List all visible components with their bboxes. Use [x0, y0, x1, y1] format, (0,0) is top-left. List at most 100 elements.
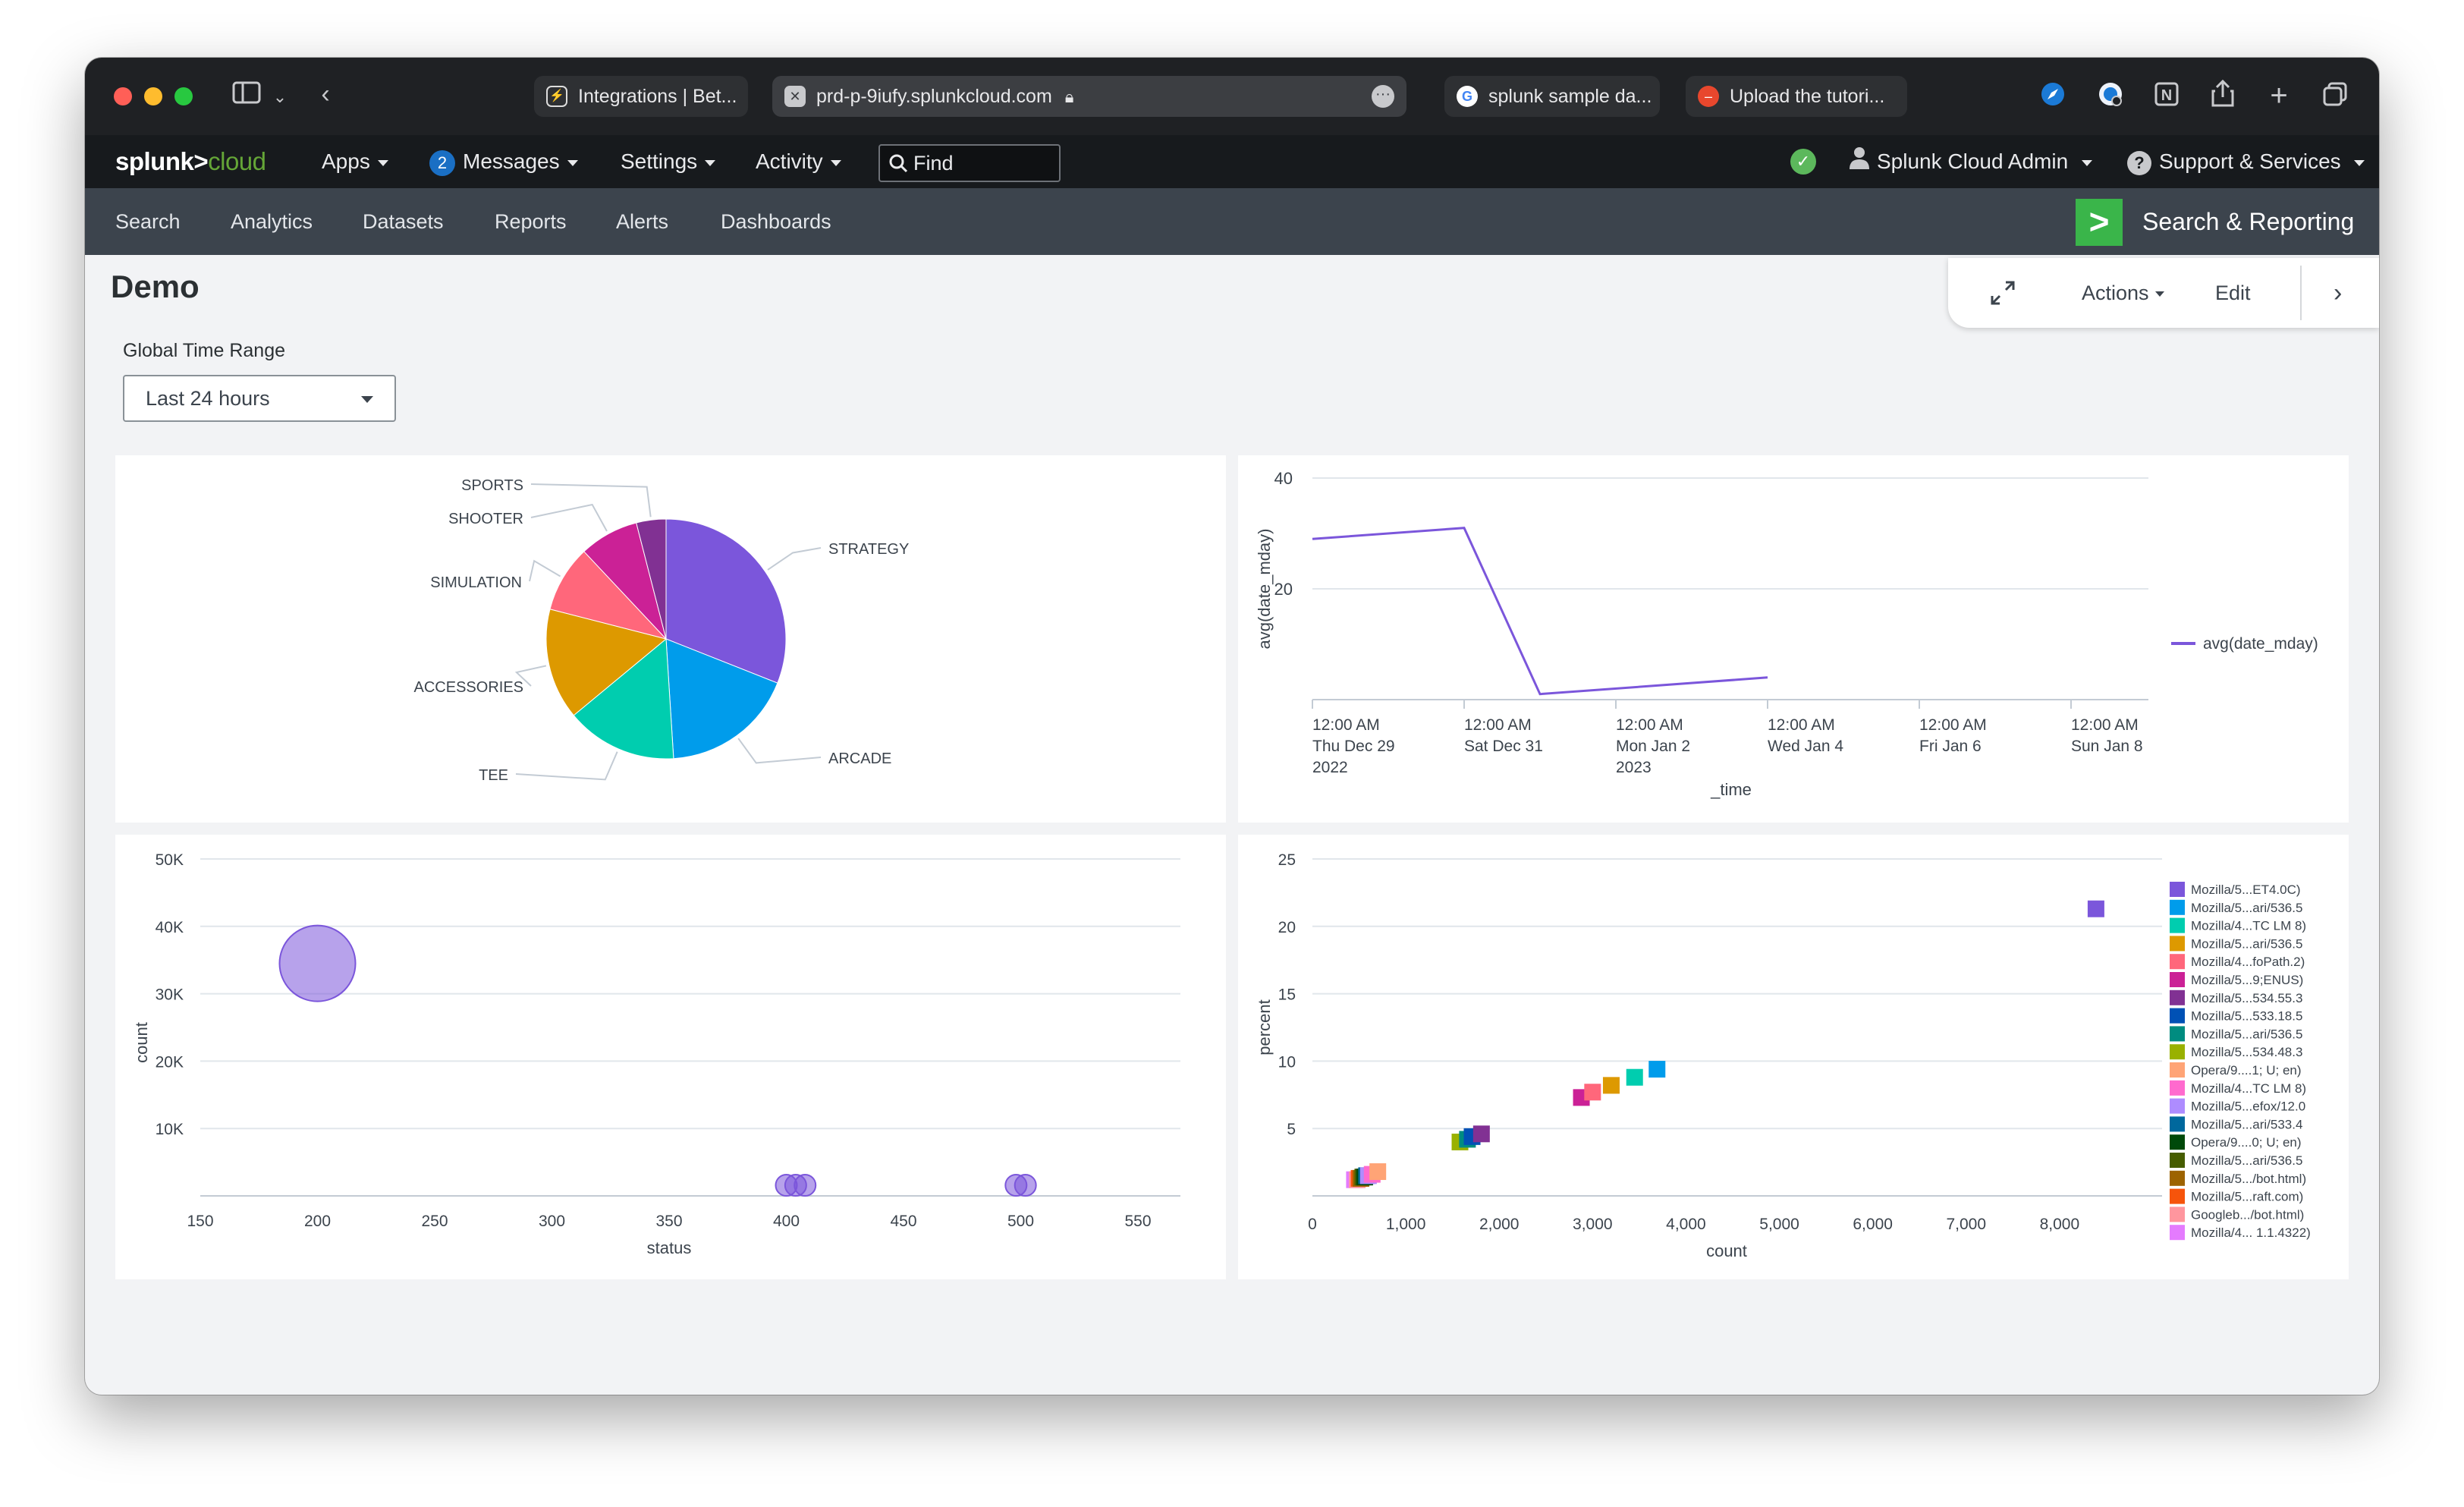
- y-tick-label: 20: [1274, 580, 1293, 599]
- share-icon[interactable]: [2208, 79, 2238, 115]
- bubble-chart-panel: 10K 20K 30K 40K 50K 150 200 250 300 350 400 450 500 5…: [115, 835, 1226, 1279]
- notion-icon[interactable]: N: [2151, 80, 2182, 115]
- chevron-down-icon[interactable]: ⌄: [272, 87, 288, 106]
- user-label: Splunk Cloud Admin: [1877, 149, 2069, 173]
- scatter-point: [1626, 1068, 1643, 1086]
- nav-dashboards[interactable]: Dashboards: [721, 210, 831, 233]
- find-input[interactable]: Find: [878, 144, 1061, 182]
- pie-slice: [573, 637, 674, 760]
- nav-analytics[interactable]: Analytics: [231, 210, 313, 233]
- close-icon[interactable]: ✕: [784, 86, 806, 107]
- logo-text: splunk>: [115, 147, 209, 175]
- splunk-logo[interactable]: splunk>cloud: [115, 144, 266, 179]
- browser-titlebar: ⌄ ‹ ⚡ Integrations | Bet... ✕ prd-p-9iuf…: [85, 58, 2379, 135]
- messages-label: Messages: [463, 149, 560, 173]
- legend-label: Mozilla/5...ari/536.5: [2191, 901, 2302, 915]
- messages-menu[interactable]: 2 Messages: [429, 135, 578, 188]
- legend-swatch: [2170, 1080, 2185, 1096]
- y-axis-title: avg(date_mday): [1255, 529, 1274, 650]
- dashboard-title: Demo: [111, 269, 200, 304]
- back-arrow-icon[interactable]: ‹: [321, 80, 330, 109]
- x-tick-label: 12:00 AM: [1464, 716, 1532, 734]
- legend-swatch: [2170, 882, 2185, 897]
- legend-swatch: [2170, 1207, 2185, 1222]
- x-tick-label: 12:00 AM: [2071, 716, 2139, 734]
- svg-text:N: N: [2161, 87, 2172, 104]
- x-axis-title: _time: [1710, 780, 1752, 799]
- legend-swatch: [2170, 1008, 2185, 1024]
- x-tick-label: 5,000: [1759, 1216, 1799, 1233]
- dashboard-actions-bar: Actions Edit ›: [1948, 258, 2379, 328]
- legend-label: Mozilla/4...TC LM 8): [2191, 919, 2306, 933]
- settings-menu[interactable]: Settings: [621, 135, 715, 188]
- tab-splunkcloud[interactable]: ✕ prd-p-9iufy.splunkcloud.com 🔒︎ ···: [772, 76, 1406, 117]
- nav-alerts[interactable]: Alerts: [616, 210, 669, 233]
- x-tick-label: 7,000: [1946, 1216, 1986, 1233]
- scatter-point: [1648, 1061, 1666, 1078]
- legend-swatch: [2170, 1134, 2185, 1150]
- y-tick-label: 20K: [156, 1053, 184, 1071]
- legend-swatch: [2170, 1098, 2185, 1114]
- nav-datasets[interactable]: Datasets: [363, 210, 444, 233]
- apps-menu[interactable]: Apps: [322, 135, 388, 188]
- support-label: Support & Services: [2159, 149, 2341, 173]
- x-tick-label: 150: [187, 1213, 213, 1230]
- password-icon[interactable]: [2095, 80, 2126, 115]
- splunk-top-bar: splunk>cloud Apps 2 Messages Settings Act…: [85, 135, 2379, 188]
- x-tick-label: 300: [539, 1213, 565, 1230]
- nav-reports[interactable]: Reports: [495, 210, 567, 233]
- legend-label: Mozilla/5...534.55.3: [2191, 991, 2302, 1005]
- messages-count-badge: 2: [429, 149, 455, 176]
- new-tab-icon[interactable]: +: [2270, 79, 2288, 112]
- pie-label: SHOOTER: [448, 511, 523, 527]
- nav-search[interactable]: Search: [115, 210, 181, 233]
- x-tick-label: 3,000: [1573, 1216, 1613, 1233]
- find-placeholder: Find: [913, 152, 954, 175]
- user-menu[interactable]: Splunk Cloud Admin: [1848, 135, 2092, 188]
- tab-label: Integrations | Bet...: [578, 86, 737, 107]
- pie-slice: [549, 551, 668, 640]
- time-range-label: Global Time Range: [123, 340, 286, 361]
- actions-menu[interactable]: Actions: [2082, 258, 2164, 328]
- x-tick-label: 450: [890, 1213, 916, 1230]
- x-tick-label: 250: [421, 1213, 448, 1230]
- y-tick-label: 5: [1287, 1121, 1296, 1138]
- tab-integrations[interactable]: ⚡ Integrations | Bet...: [534, 76, 748, 117]
- legend-swatch: [2170, 1116, 2185, 1132]
- tab-google[interactable]: G splunk sample da...: [1444, 76, 1660, 117]
- x-tick-label: 12:00 AM: [1919, 716, 1987, 734]
- support-menu[interactable]: ? Support & Services: [2127, 135, 2365, 188]
- y-tick-label: 50K: [156, 851, 184, 869]
- compass-icon[interactable]: [2038, 80, 2068, 115]
- more-icon[interactable]: ···: [1372, 85, 1394, 108]
- upload-icon: –: [1698, 86, 1719, 107]
- chevron-right-icon[interactable]: ›: [2334, 278, 2343, 307]
- minimize-window-button[interactable]: [144, 87, 162, 105]
- pie-leader-line: [530, 503, 608, 532]
- pie-leader-line: [529, 559, 561, 582]
- health-status-icon[interactable]: ✓: [1790, 149, 1816, 175]
- legend-label: Opera/9....0; U; en): [2191, 1135, 2302, 1150]
- tab-upload[interactable]: – Upload the tutori...: [1686, 76, 1907, 117]
- legend-label: Mozilla/5...533.18.5: [2191, 1009, 2302, 1024]
- legend-swatch: [2170, 989, 2185, 1005]
- fullscreen-icon[interactable]: [1988, 258, 2018, 328]
- pie-chart: STRATEGY ARCADE TEE ACCESSORIES SIMULATION SH…: [414, 477, 910, 784]
- pie-leader-line: [515, 751, 618, 781]
- edit-button[interactable]: Edit: [2215, 282, 2251, 304]
- activity-menu[interactable]: Activity: [756, 135, 841, 188]
- sidebar-toggle-icon[interactable]: [231, 80, 264, 112]
- app-name[interactable]: Search & Reporting: [2142, 208, 2355, 235]
- time-range-dropdown[interactable]: Last 24 hours: [123, 375, 396, 422]
- google-icon: G: [1457, 86, 1478, 107]
- pie-label: SIMULATION: [430, 574, 522, 591]
- close-window-button[interactable]: [114, 87, 132, 105]
- pie-label: ARCADE: [828, 750, 891, 767]
- y-axis-title: count: [132, 1022, 151, 1063]
- user-icon: [1848, 137, 1871, 190]
- legend-label: Mozilla/4...foPath.2): [2191, 955, 2305, 969]
- zoom-window-button[interactable]: [174, 87, 193, 105]
- scatter-point: [1472, 1125, 1490, 1143]
- tab-label: Upload the tutori...: [1730, 86, 1885, 107]
- tab-overview-icon[interactable]: [2320, 80, 2350, 115]
